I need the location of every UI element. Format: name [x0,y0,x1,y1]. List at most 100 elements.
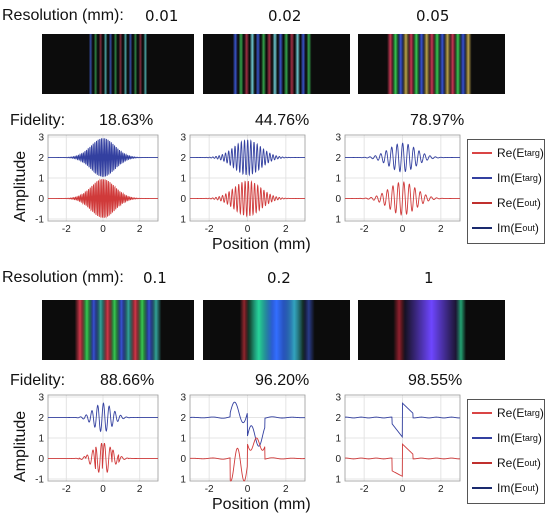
intensity-pattern-4 [42,300,194,360]
series-re-out [48,442,158,473]
axes-box [344,134,461,222]
y-tick-label: 2 [38,413,44,424]
plot-bottom-2: -1 0 1 2 3 -2 0 2 [180,393,306,495]
y-tick-label: 1 [335,174,341,185]
legend-item-im-out: Im(E out) [468,215,544,240]
y-tick-label: -1 [335,474,341,485]
legend-item-re-targ: Re(E targ) [468,140,544,165]
intensity-pattern-5 [203,300,350,360]
y-tick-label: 2 [335,153,341,164]
x-tick-label: -2 [360,484,369,495]
x-tick-label: -2 [62,484,71,495]
plot-top-2: -1 0 1 2 3 -2 0 2 [180,133,306,235]
y-tick-label: 1 [180,174,186,185]
y-tick-label: 1 [335,434,341,445]
series-im-out [48,138,158,177]
y-tick-label: 1 [38,174,44,185]
y-tick-label: 0 [335,194,341,205]
y-tick-label: 3 [38,133,44,144]
intensity-pattern-3 [358,34,505,94]
intensity-pattern-1 [42,34,194,94]
legend-item-im-out: Im(E out) [468,475,544,500]
legend-bottom: Re(E targ) Im(E targ) Re(E out) Im(E out) [467,399,545,504]
y-tick-label: 2 [335,413,341,424]
y-tick-label: 1 [180,434,186,445]
plot-bottom-3: -1 0 1 2 3 -2 0 2 [335,393,461,495]
plot-top-1: -1 0 1 2 3 -2 0 2 [35,133,159,235]
plot-top-3: -1 0 1 2 3 -2 0 2 [335,133,461,235]
position-axis-label-top: Position (mm) [212,236,311,253]
resolution-value-4: 0.1 [143,269,167,287]
y-tick-label: -1 [180,214,186,225]
position-axis-label-bottom: Position (mm) [212,496,311,513]
x-tick-label: 0 [245,224,251,235]
resolution-value-3: 0.05 [416,7,450,25]
axes-box [189,134,306,222]
x-tick-label: 0 [245,484,251,495]
legend-item-re-out: Re(E out) [468,450,544,475]
x-tick-label: 2 [283,224,289,235]
resolution-label-bottom: Resolution (mm): [2,269,124,286]
axes-box [47,134,159,222]
legend-item-im-targ: Im(E targ) [468,425,544,450]
series-im-out [344,402,461,439]
resolution-value-5: 0.2 [267,269,291,287]
fidelity-value-1: 18.63% [99,112,154,129]
series-re-out [48,178,158,219]
x-tick-label: -2 [360,224,369,235]
x-tick-label: 2 [137,224,143,235]
fidelity-value-6: 98.55% [408,372,463,389]
legend-item-im-targ: Im(E targ) [468,165,544,190]
legend-item-re-targ: Re(E targ) [468,400,544,425]
resolution-value-2: 0.02 [268,7,302,25]
grid [190,395,305,481]
x-tick-label: 2 [137,484,143,495]
fidelity-value-2: 44.76% [255,112,310,129]
legend-item-re-out: Re(E out) [468,190,544,215]
y-tick-label: 0 [38,454,44,465]
x-tick-label: 0 [100,224,106,235]
resolution-value-6: 1 [424,269,434,287]
series-re-out [345,180,460,216]
x-tick-label: -2 [205,224,214,235]
plot-bottom-1: -1 0 1 2 3 -2 0 2 [35,393,159,495]
grid [345,135,460,221]
series-im-out [189,401,306,447]
y-tick-label: -1 [35,214,44,225]
y-tick-label: 0 [335,454,341,465]
x-tick-label: 0 [400,484,406,495]
series-im-out [48,402,158,433]
y-tick-label: 3 [180,133,186,144]
y-tick-label: -1 [35,474,44,485]
y-tick-label: -1 [180,474,186,485]
x-tick-label: 0 [100,484,106,495]
y-tick-label: 0 [38,194,44,205]
series-im-out [190,139,305,177]
resolution-label: Resolution (mm): [2,7,124,24]
series-re-out [190,180,305,218]
fidelity-value-3: 78.97% [410,112,465,129]
axes-box [344,394,461,482]
resolution-value-1: 0.01 [145,7,179,25]
y-tick-label: 2 [180,413,186,424]
y-tick-label: 3 [180,393,186,404]
y-tick-label: 1 [38,434,44,445]
y-tick-label: 0 [180,454,186,465]
fidelity-label-bottom: Fidelity: [10,372,66,389]
legend-top: Re(E targ) Im(E targ) Re(E out) Im(E out) [467,139,545,244]
x-tick-label: 0 [400,224,406,235]
x-tick-label: 2 [438,484,444,495]
y-tick-label: 3 [335,133,341,144]
fidelity-value-4: 88.66% [100,372,155,389]
x-tick-label: 2 [438,224,444,235]
amplitude-axis-label-top: Amplitude [12,150,29,222]
y-tick-label: 2 [180,153,186,164]
axes-box [189,394,306,482]
intensity-pattern-2 [203,34,350,94]
y-tick-label: 3 [335,393,341,404]
y-tick-label: -1 [335,214,341,225]
fidelity-value-5: 96.20% [255,372,310,389]
series-re-out [189,437,306,482]
intensity-pattern-6 [358,300,505,360]
x-tick-label: -2 [62,224,71,235]
